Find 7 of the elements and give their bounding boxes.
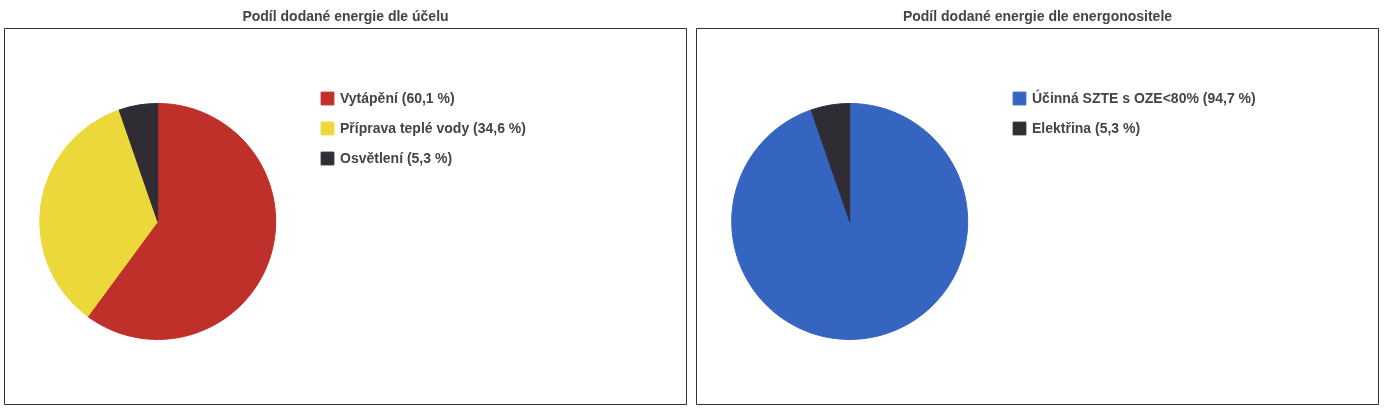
- legend-label: Osvětlení (5,3 %): [340, 150, 453, 166]
- legend-label: Vytápění (60,1 %): [340, 90, 455, 106]
- legend-label: Účinná SZTE s OZE<80% (94,7 %): [1032, 90, 1256, 106]
- legend-label: Elektřina (5,3 %): [1032, 120, 1141, 136]
- chart-title: Podíl dodané energie dle energonositele: [902, 7, 1173, 24]
- chart-title: Podíl dodané energie dle účelu: [242, 7, 449, 24]
- legend-label: Příprava teplé vody (34,6 %): [340, 120, 526, 136]
